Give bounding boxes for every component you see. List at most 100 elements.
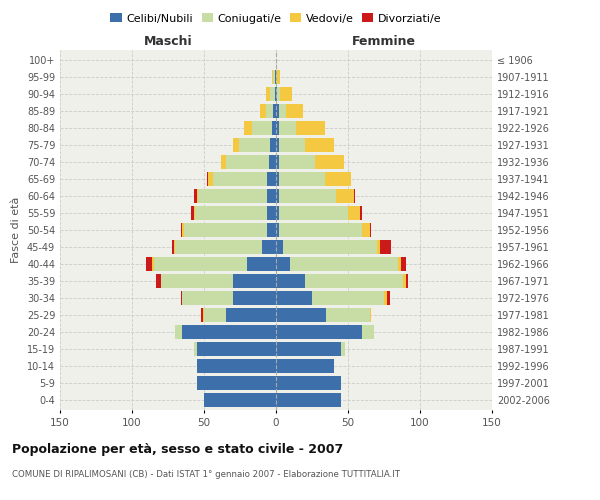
Bar <box>221 155 226 169</box>
Bar <box>401 257 406 271</box>
Bar <box>280 87 292 101</box>
Bar <box>197 376 276 390</box>
Bar <box>268 206 276 220</box>
Y-axis label: Fasce di età: Fasce di età <box>11 197 21 263</box>
Bar <box>398 257 401 271</box>
Bar <box>268 223 276 237</box>
Text: Femmine: Femmine <box>352 36 416 49</box>
Text: Popolazione per età, sesso e stato civile - 2007: Popolazione per età, sesso e stato civil… <box>12 442 343 456</box>
Bar <box>196 206 268 220</box>
Bar <box>226 308 276 322</box>
Bar <box>269 155 276 169</box>
Bar <box>260 104 266 118</box>
Bar <box>273 70 275 84</box>
Bar <box>157 274 161 288</box>
Bar <box>181 223 182 237</box>
Bar <box>152 257 154 271</box>
Bar <box>276 206 279 220</box>
Bar <box>172 240 174 254</box>
Bar <box>247 257 276 271</box>
Bar <box>276 87 277 101</box>
Bar <box>286 104 304 118</box>
Bar <box>272 70 273 84</box>
Bar <box>290 257 398 271</box>
Bar <box>194 342 197 356</box>
Bar <box>279 223 362 237</box>
Bar <box>362 223 370 237</box>
Bar <box>276 325 362 339</box>
Bar <box>296 121 325 135</box>
Bar <box>204 308 226 322</box>
Bar <box>270 138 276 152</box>
Bar <box>370 308 371 322</box>
Bar <box>337 189 354 203</box>
Bar <box>279 206 348 220</box>
Bar <box>233 138 239 152</box>
Bar <box>266 87 270 101</box>
Bar <box>276 274 305 288</box>
Bar <box>191 206 194 220</box>
Bar <box>276 308 326 322</box>
Bar <box>208 172 212 186</box>
Bar <box>226 155 269 169</box>
Bar <box>154 257 247 271</box>
Bar <box>276 138 279 152</box>
Bar <box>273 104 276 118</box>
Bar <box>403 274 406 288</box>
Bar <box>204 393 276 407</box>
Bar <box>384 291 387 305</box>
Bar <box>182 291 233 305</box>
Bar <box>276 155 279 169</box>
Bar <box>341 342 345 356</box>
Bar <box>272 121 276 135</box>
Bar <box>266 104 273 118</box>
Bar <box>279 172 325 186</box>
Bar <box>194 206 196 220</box>
Bar <box>239 138 270 152</box>
Bar <box>276 342 341 356</box>
Bar <box>276 172 279 186</box>
Bar <box>270 87 275 101</box>
Bar <box>197 342 276 356</box>
Bar <box>387 291 390 305</box>
Bar <box>161 274 233 288</box>
Text: COMUNE DI RIPALIMOSANI (CB) - Dati ISTAT 1° gennaio 2007 - Elaborazione TUTTITAL: COMUNE DI RIPALIMOSANI (CB) - Dati ISTAT… <box>12 470 400 479</box>
Bar <box>276 291 312 305</box>
Bar <box>212 172 268 186</box>
Bar <box>276 189 279 203</box>
Bar <box>146 257 152 271</box>
Bar <box>182 325 276 339</box>
Bar <box>268 189 276 203</box>
Bar <box>380 240 391 254</box>
Bar <box>283 240 377 254</box>
Legend: Celibi/Nubili, Coniugati/e, Vedovi/e, Divorziati/e: Celibi/Nubili, Coniugati/e, Vedovi/e, Di… <box>106 9 446 28</box>
Bar <box>276 376 341 390</box>
Bar <box>277 87 280 101</box>
Bar <box>362 325 374 339</box>
Bar <box>207 172 208 186</box>
Bar <box>312 291 384 305</box>
Bar <box>370 223 371 237</box>
Bar <box>348 206 359 220</box>
Bar <box>305 274 403 288</box>
Bar <box>377 240 380 254</box>
Bar <box>175 240 262 254</box>
Bar <box>276 393 341 407</box>
Bar <box>279 138 305 152</box>
Bar <box>203 308 204 322</box>
Bar <box>326 308 370 322</box>
Bar <box>197 359 276 373</box>
Bar <box>244 121 251 135</box>
Bar <box>279 189 337 203</box>
Bar <box>406 274 409 288</box>
Bar <box>275 87 276 101</box>
Bar <box>184 223 268 237</box>
Bar <box>201 308 203 322</box>
Bar <box>279 155 315 169</box>
Bar <box>276 223 279 237</box>
Bar <box>251 121 272 135</box>
Bar <box>279 121 296 135</box>
Bar <box>275 70 276 84</box>
Bar <box>197 189 198 203</box>
Bar <box>359 206 362 220</box>
